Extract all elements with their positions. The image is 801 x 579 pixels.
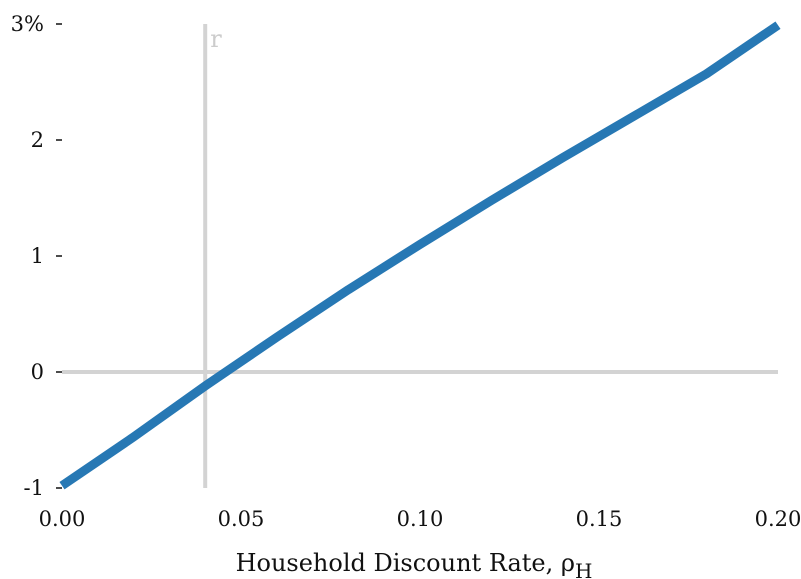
y-axis: -1 0 1 2 3%: [11, 12, 62, 500]
reference-lines: r: [62, 24, 778, 488]
x-tick-label: 0.10: [397, 507, 444, 531]
x-tick-label: 0.15: [576, 507, 623, 531]
x-tick-label: 0.00: [39, 507, 86, 531]
series-line-0: [59, 21, 781, 490]
x-axis-label: Household Discount Rate, ρH: [236, 549, 593, 579]
y-tick-label: 1: [31, 244, 44, 268]
y-tick-label: 3%: [11, 12, 44, 36]
x-axis-label-text: Household Discount Rate, ρ: [236, 549, 575, 577]
y-tick-label: 2: [31, 128, 44, 152]
r-reference-label: r: [210, 25, 222, 53]
series-layer: [59, 21, 781, 490]
y-tick-label: -1: [24, 476, 44, 500]
x-axis-label-subscript: H: [575, 559, 592, 579]
x-tick-label: 0.05: [218, 507, 265, 531]
y-tick-label: 0: [31, 360, 44, 384]
x-tick-label: 0.20: [755, 507, 801, 531]
x-axis: 0.00 0.05 0.10 0.15 0.20: [39, 507, 801, 531]
